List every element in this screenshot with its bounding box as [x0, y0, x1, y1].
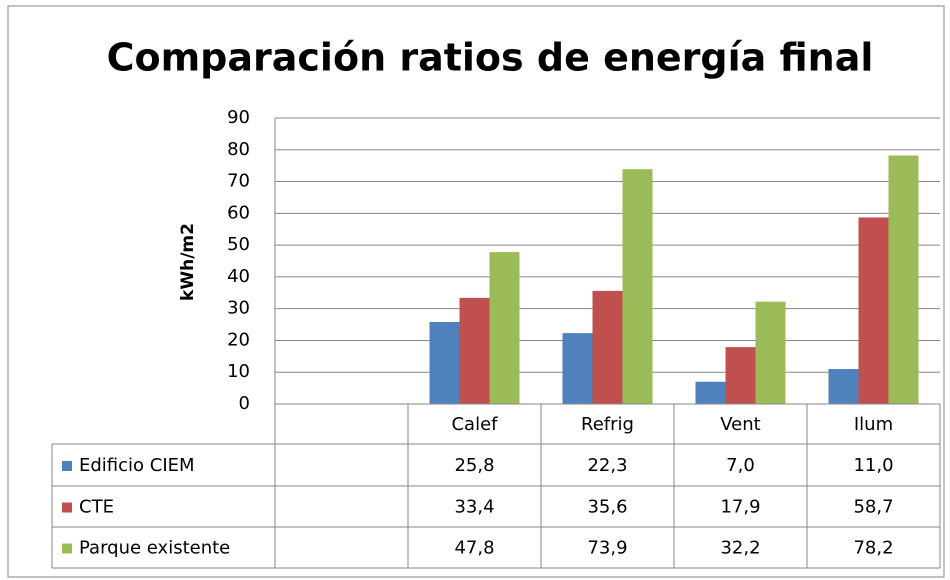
bar	[622, 169, 653, 404]
bar	[888, 155, 919, 404]
y-tick-label: 60	[227, 202, 250, 223]
legend-key	[62, 543, 72, 554]
bar	[592, 290, 623, 404]
table-value: 47,8	[454, 538, 494, 559]
x-tick-label: Refrig	[581, 414, 634, 435]
bar	[429, 322, 460, 404]
bar	[695, 381, 726, 404]
bar	[828, 369, 859, 404]
table-value: 25,8	[454, 455, 494, 476]
bar	[755, 301, 786, 404]
y-tick-label: 50	[227, 234, 250, 255]
bar	[562, 333, 593, 404]
bar	[725, 347, 756, 404]
x-tick-label: Calef	[451, 414, 498, 435]
table-value: 32,2	[720, 538, 760, 559]
legend-key	[62, 502, 72, 513]
table-value: 7,0	[726, 455, 755, 476]
bar	[459, 297, 490, 404]
y-tick-label: 30	[227, 298, 250, 319]
y-tick-label: 10	[227, 361, 250, 382]
y-tick-label: 70	[227, 171, 250, 192]
legend-key	[62, 461, 72, 471]
chart-border	[7, 5, 945, 578]
x-tick-label: Vent	[720, 414, 760, 435]
bar	[858, 217, 889, 404]
table-value: 35,6	[587, 497, 627, 518]
table-value: 33,4	[454, 497, 494, 518]
table-value: 58,7	[853, 497, 893, 518]
x-tick-label: Ilum	[854, 414, 893, 435]
table-value: 78,2	[853, 538, 893, 559]
legend-label: CTE	[79, 497, 114, 518]
y-tick-label: 90	[227, 107, 250, 128]
legend-label: Parque existente	[79, 538, 230, 559]
chart-title: Comparación ratios de energía final	[107, 36, 874, 80]
y-axis-label: kWh/m2	[178, 223, 198, 301]
y-tick-label: 0	[239, 393, 250, 414]
table-value: 73,9	[587, 538, 627, 559]
y-tick-label: 40	[227, 266, 250, 287]
legend-label: Edificio CIEM	[79, 455, 195, 476]
table-value: 17,9	[720, 497, 760, 518]
y-tick-label: 80	[227, 139, 250, 160]
table-value: 11,0	[853, 455, 893, 476]
y-tick-label: 20	[227, 329, 250, 350]
table-value: 22,3	[587, 455, 627, 476]
bar	[489, 252, 520, 404]
